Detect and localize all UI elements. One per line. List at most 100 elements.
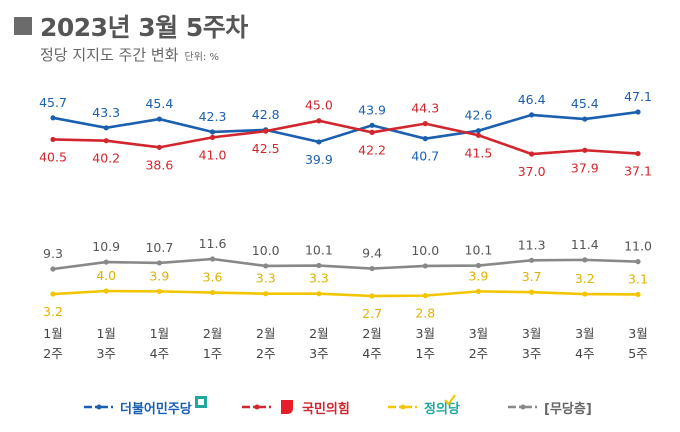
data-point-minju [369, 122, 375, 128]
data-point-none [422, 263, 428, 269]
x-tick-label: 3월 [469, 326, 488, 341]
title-square-icon [14, 17, 32, 35]
data-point-justice [475, 288, 482, 294]
x-tick-label: 2주 [256, 346, 275, 361]
data-label-none: 11.4 [571, 237, 599, 252]
data-point-justice [635, 291, 641, 298]
data-label-none: 11.3 [518, 237, 546, 252]
data-label-minju: 42.3 [199, 109, 227, 124]
data-label-justice: 3.9 [149, 268, 169, 283]
data-label-ppp: 37.0 [518, 164, 546, 179]
data-point-ppp [529, 151, 535, 157]
series-line-justice [52, 289, 639, 298]
legend-label-ppp: 국민의힘 [302, 401, 350, 417]
data-labels: 45.7 43.3 45.4 42.3 42.8 39.9 43.9 40.7 42.6 46.4… [39, 89, 652, 321]
data-point-justice [103, 288, 109, 294]
chart-header: 2023년 3월 5주차 정당 지지도 주간 변화 단위: % [0, 0, 680, 70]
data-point-justice [529, 289, 535, 295]
data-label-justice: 3.3 [256, 271, 276, 286]
data-label-none: 9.3 [43, 246, 63, 261]
data-label-ppp: 42.5 [252, 141, 280, 156]
data-label-minju: 46.4 [518, 92, 546, 107]
data-label-justice: 3.2 [575, 271, 595, 286]
x-tick-label: 4주 [575, 346, 594, 361]
x-tick-label: 2월 [203, 326, 222, 341]
data-label-none: 10.9 [92, 239, 120, 254]
data-label-minju: 43.9 [358, 102, 386, 117]
x-tick-label: 1월 [43, 326, 62, 341]
x-tick-label: 3월 [575, 326, 594, 341]
data-point-justice [50, 291, 56, 297]
data-label-none: 11.0 [624, 239, 652, 254]
data-label-ppp: 40.5 [39, 149, 67, 164]
party-support-line-chart: 45.7 43.3 45.4 42.3 42.8 39.9 43.9 40.7 42.6 46.4… [39, 89, 652, 361]
x-axis-ticks: 1월 2주 1월 3주 1월 4주 2월 1주 2월 2주 2월 3주 2월 4주 3월 1주 3월 2주 3월 3주… [43, 326, 647, 361]
x-tick-label: 2주 [469, 346, 488, 361]
legend-swatch-ppp-icon [242, 404, 272, 410]
unit-label: 단위: % [184, 52, 219, 63]
legend-item-minju: 더불어민주당 [84, 392, 208, 422]
data-label-justice: 3.2 [43, 304, 63, 319]
data-label-ppp: 41.5 [465, 145, 493, 160]
series-lines [50, 109, 641, 299]
legend-item-justice: 정의당 [388, 392, 460, 422]
x-tick-label: 1주 [416, 346, 435, 361]
legend-label-justice: 정의당 [424, 401, 460, 417]
data-point-none [582, 257, 588, 263]
data-label-ppp: 45.0 [305, 98, 333, 113]
data-point-ppp [50, 136, 56, 143]
data-label-ppp: 37.9 [571, 160, 599, 175]
x-tick-label: 1월 [96, 326, 115, 341]
data-point-justice [156, 288, 162, 294]
data-label-minju: 45.4 [571, 96, 599, 111]
data-point-minju [156, 116, 162, 122]
data-point-justice [263, 291, 269, 297]
data-point-minju [635, 109, 641, 115]
data-point-ppp [316, 118, 322, 124]
data-point-none [635, 259, 641, 265]
data-label-justice: 3.1 [628, 271, 648, 286]
data-point-ppp [475, 132, 482, 138]
data-point-ppp [422, 121, 428, 127]
data-label-ppp: 37.1 [624, 164, 652, 179]
minju-logo-icon [194, 396, 207, 408]
data-label-minju: 45.4 [145, 96, 173, 111]
data-label-minju: 39.9 [305, 152, 333, 167]
x-tick-label: 3주 [96, 346, 115, 361]
data-point-ppp [263, 128, 269, 134]
x-tick-label: 1주 [203, 346, 222, 361]
data-label-minju: 40.7 [411, 149, 439, 164]
data-point-justice [209, 289, 216, 296]
data-point-minju [209, 129, 216, 135]
data-point-none [263, 263, 269, 269]
data-label-minju: 42.8 [252, 107, 280, 122]
data-label-none: 10.7 [145, 240, 173, 255]
x-tick-label: 3월 [416, 326, 435, 341]
data-label-minju: 43.3 [92, 105, 120, 120]
data-label-justice: 4.0 [96, 268, 116, 283]
data-point-none [369, 265, 375, 272]
data-point-none [316, 262, 322, 269]
data-label-none: 9.4 [362, 246, 382, 261]
legend-swatch-none-icon [508, 404, 538, 410]
data-point-none [156, 260, 162, 266]
data-label-none: 10.1 [465, 243, 493, 258]
data-point-ppp [635, 150, 641, 157]
data-label-minju: 47.1 [624, 89, 652, 104]
data-point-justice [422, 293, 428, 299]
data-point-none [529, 257, 535, 263]
data-point-none [103, 259, 109, 265]
data-label-justice: 2.8 [415, 306, 435, 321]
data-point-minju [103, 125, 109, 131]
data-point-ppp [209, 134, 216, 140]
data-point-justice [316, 291, 322, 297]
data-label-none: 11.6 [199, 236, 227, 251]
data-point-minju [529, 112, 535, 118]
data-point-minju [422, 136, 428, 142]
x-tick-label: 2주 [43, 346, 62, 361]
title-row: 2023년 3월 5주차 [14, 8, 248, 44]
data-label-ppp: 38.6 [145, 157, 173, 172]
subtitle-row: 정당 지지도 주간 변화 단위: % [40, 44, 219, 65]
data-label-minju: 42.6 [465, 108, 493, 123]
chart-subtitle: 정당 지지도 주간 변화 [40, 46, 179, 64]
